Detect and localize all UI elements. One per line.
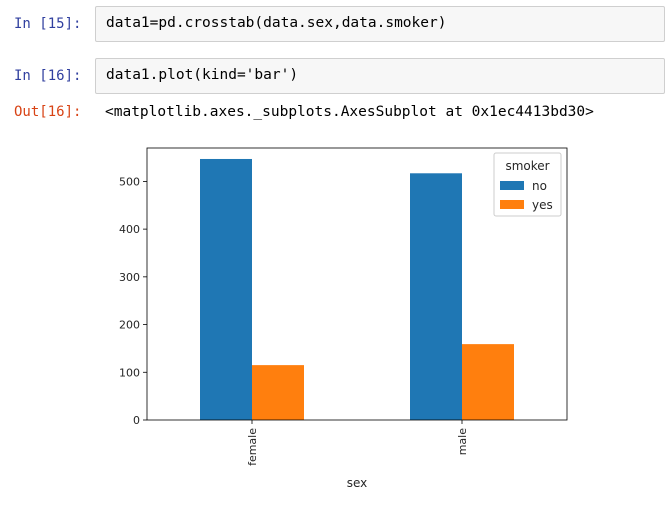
- legend-swatch-no: [500, 181, 524, 190]
- y-tick-label: 200: [119, 319, 140, 332]
- bar-female-yes: [252, 365, 304, 420]
- input-prompt: In [15]:: [14, 16, 82, 32]
- y-tick-label: 0: [133, 414, 140, 427]
- code-input-cell[interactable]: data1.plot(kind='bar'): [95, 58, 665, 94]
- legend-label-yes: yes: [532, 198, 553, 212]
- code-text: data1.plot(kind='bar'): [106, 67, 299, 83]
- legend: smoker no yes: [493, 152, 562, 217]
- plot-frame: [146, 147, 568, 421]
- bar-male-no: [410, 173, 462, 420]
- input-prompt: In [16]:: [14, 68, 82, 84]
- y-tick-label: 300: [119, 271, 140, 284]
- y-tick-label: 500: [119, 175, 140, 188]
- legend-swatch-yes: [500, 200, 524, 209]
- bar-male-yes: [462, 344, 514, 420]
- output-text: <matplotlib.axes._subplots.AxesSubplot a…: [105, 104, 594, 120]
- legend-title: smoker: [505, 159, 549, 173]
- bar-chart: 0 100 200 300 400 500 female male sex smoker n…: [119, 147, 568, 490]
- code-text: data1=pd.crosstab(data.sex,data.smoker): [106, 15, 447, 31]
- y-tick-label: 100: [119, 366, 140, 379]
- legend-label-no: no: [532, 179, 547, 193]
- output-prompt: Out[16]:: [14, 104, 82, 120]
- bar-female-no: [200, 158, 252, 420]
- y-tick-label: 400: [119, 223, 140, 236]
- x-tick-label: male: [456, 428, 469, 456]
- code-input-cell[interactable]: data1=pd.crosstab(data.sex,data.smoker): [95, 6, 665, 42]
- x-tick-label: female: [246, 428, 259, 466]
- x-axis-label: sex: [347, 476, 368, 490]
